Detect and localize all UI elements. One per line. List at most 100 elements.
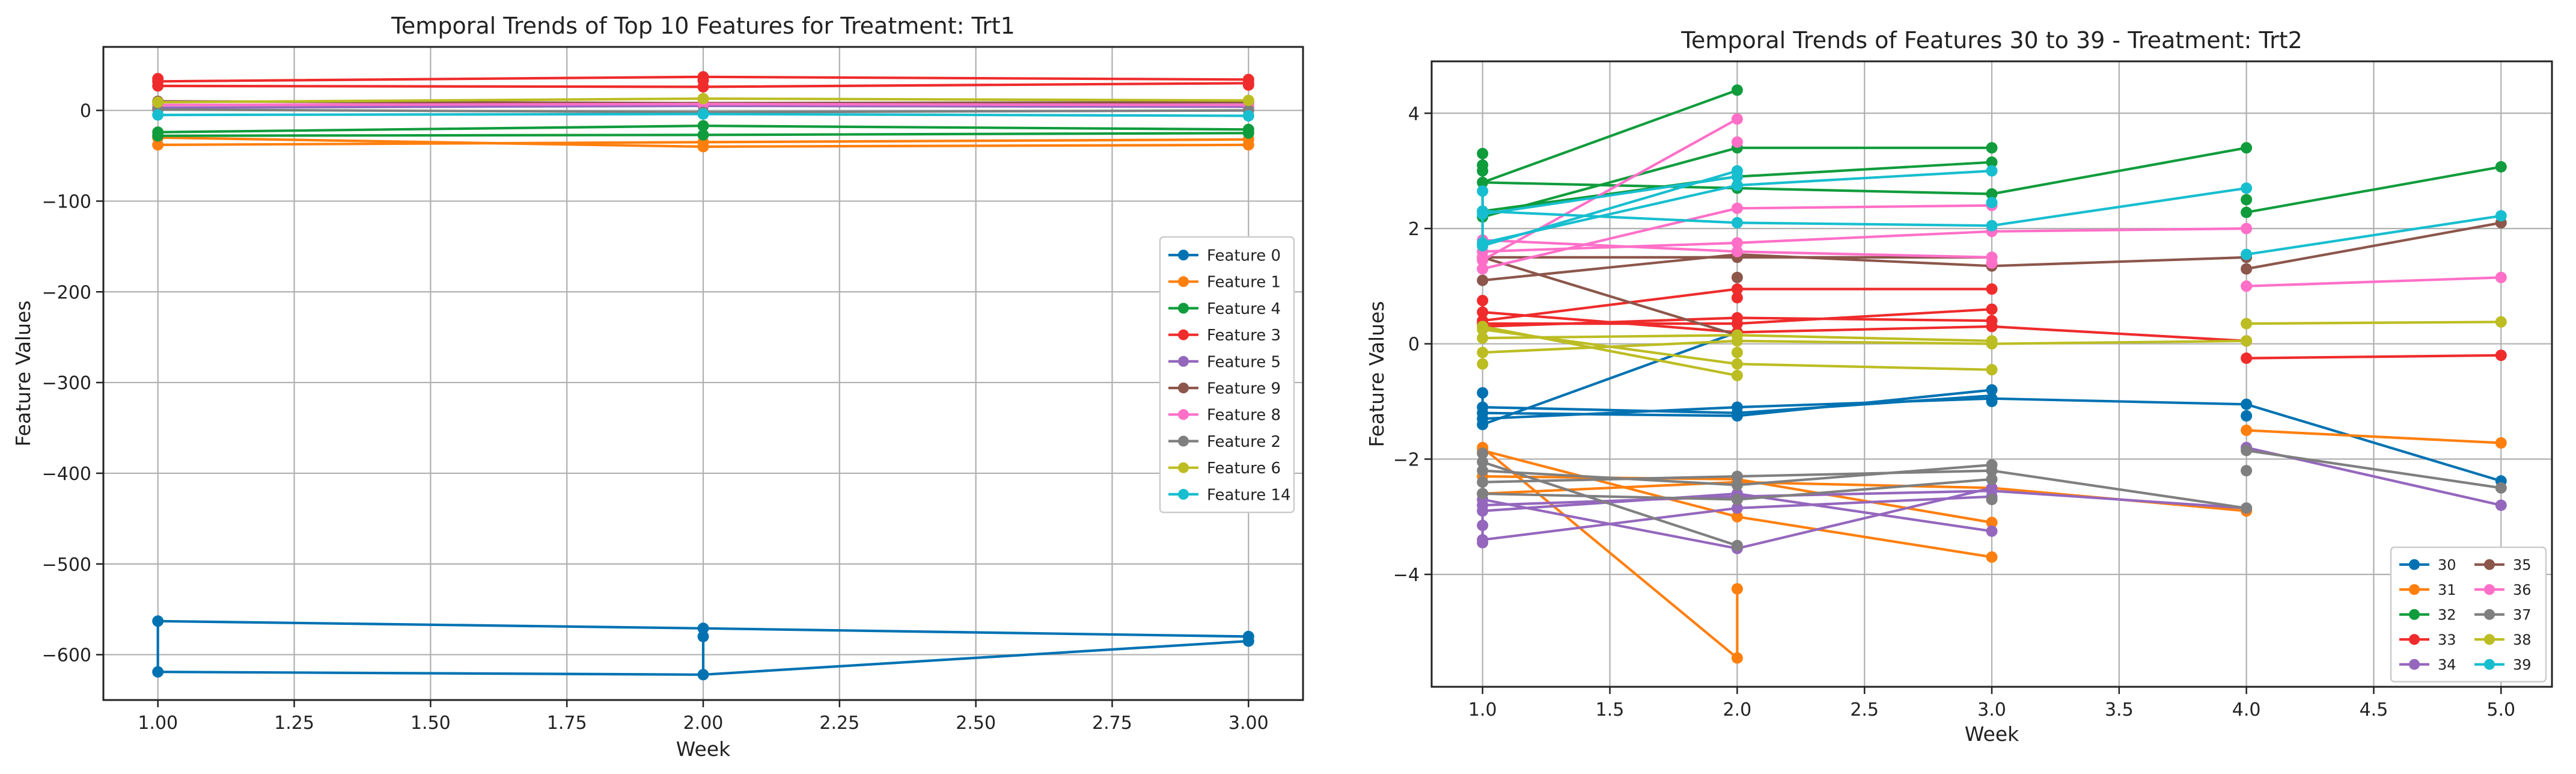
legend-item: Feature 6	[1168, 459, 1281, 478]
data-point	[1731, 237, 1743, 249]
chart-right: 1.0 1.5 2.0 2.5 3.0 3.5 4.0 4.5 5.0 −4 −2 0 2 4 Tempo…	[1365, 27, 2553, 746]
legend-item: Feature 3	[1168, 327, 1281, 345]
legend-swatch-marker	[2409, 659, 2420, 670]
data-point	[1477, 251, 1489, 263]
x-tick-label: 3.00	[1228, 713, 1269, 734]
series-38	[1477, 316, 2507, 381]
data-point	[1986, 257, 1998, 269]
legend-label: Feature 9	[1207, 379, 1281, 398]
series-37	[1477, 444, 2507, 551]
data-point	[1731, 217, 1743, 229]
data-point	[1731, 358, 1743, 370]
legend-label: 35	[2513, 556, 2532, 573]
data-point	[1731, 502, 1743, 514]
data-point	[1477, 447, 1489, 459]
data-point	[1731, 318, 1743, 330]
legend-label: Feature 14	[1207, 486, 1291, 504]
legend-item: Feature 8	[1168, 407, 1281, 425]
legend-label: 38	[2513, 631, 2532, 648]
data-point	[1731, 652, 1743, 664]
data-point	[2241, 410, 2253, 422]
series-layer	[1477, 84, 2507, 664]
legend-swatch-marker	[1178, 488, 1189, 500]
series-line	[1482, 253, 2247, 282]
series-36	[1477, 113, 2507, 292]
data-point	[1731, 346, 1743, 358]
legend-swatch-marker	[1178, 462, 1189, 473]
series-layer	[152, 71, 1254, 681]
legend-item: 38	[2474, 631, 2532, 648]
data-point	[152, 109, 164, 121]
data-point	[1986, 197, 1998, 209]
data-point	[1477, 306, 1489, 318]
data-point	[1986, 338, 1998, 350]
legend-label: Feature 2	[1207, 433, 1281, 451]
data-point	[2241, 280, 2253, 292]
x-tick-label: 1.25	[274, 713, 314, 734]
legend-item: 30	[2399, 556, 2456, 573]
legend-label: 36	[2513, 582, 2532, 598]
legend-swatch-marker	[2484, 659, 2495, 670]
data-point	[1477, 488, 1489, 500]
data-point	[1731, 136, 1743, 148]
x-tick-label: 1.00	[138, 713, 178, 734]
legend-label: 33	[2438, 631, 2456, 648]
y-tick-label: −200	[42, 282, 91, 303]
data-point	[1986, 188, 1998, 200]
data-point	[1731, 283, 1743, 295]
legend-label: Feature 0	[1207, 247, 1281, 265]
data-point	[2241, 194, 2253, 206]
series-feature-4	[152, 120, 1254, 142]
data-point	[1731, 470, 1743, 482]
y-tick-label: 4	[1408, 103, 1420, 124]
legend-label: Feature 4	[1207, 300, 1281, 318]
data-point	[1731, 292, 1743, 304]
legend-item: Feature 9	[1168, 379, 1281, 398]
data-point	[1731, 113, 1743, 125]
x-axis-label: Week	[676, 737, 731, 761]
data-point	[1986, 525, 1998, 537]
data-point	[1477, 324, 1489, 336]
legend-swatch-marker	[1178, 355, 1189, 367]
x-axis-label: Week	[1965, 722, 2019, 746]
data-point	[1731, 407, 1743, 419]
legend-swatch-marker	[2484, 634, 2495, 645]
legend-label: 30	[2438, 556, 2456, 573]
data-point	[1731, 494, 1743, 505]
data-point	[1731, 179, 1743, 191]
data-point	[1986, 156, 1998, 168]
legend-swatch-marker	[2484, 559, 2495, 570]
data-point	[2241, 182, 2253, 194]
data-point	[2495, 482, 2507, 494]
data-point	[1986, 364, 1998, 376]
data-point	[1477, 208, 1489, 220]
x-tick-label: 1.75	[547, 713, 587, 734]
data-point	[1477, 263, 1489, 275]
legend-item: Feature 1	[1168, 274, 1281, 292]
series-feature-3	[152, 71, 1254, 93]
data-point	[1242, 127, 1254, 139]
data-point	[697, 129, 709, 141]
series-feature-14	[152, 108, 1254, 122]
x-tick-label: 1.5	[1596, 699, 1625, 720]
data-point	[1477, 165, 1489, 177]
data-point	[1986, 396, 1998, 407]
data-point	[697, 669, 709, 681]
legend-item: 35	[2474, 556, 2532, 573]
data-point	[152, 130, 164, 142]
axis-ticks: 1.00 1.25 1.50 1.75 2.00 2.25 2.50 2.75 3.00 −600…	[42, 101, 1269, 734]
legend-label: 39	[2513, 656, 2532, 673]
y-tick-label: −500	[42, 554, 91, 576]
x-tick-label: 1.50	[411, 713, 451, 734]
data-point	[1242, 94, 1254, 106]
series-line	[1482, 88, 1738, 184]
data-point	[697, 630, 709, 642]
data-point	[1477, 274, 1489, 286]
y-tick-label: −600	[42, 645, 91, 666]
data-point	[2495, 437, 2507, 449]
data-point	[2495, 210, 2507, 222]
legend-swatch-marker	[1178, 276, 1189, 287]
data-point	[1731, 245, 1743, 257]
